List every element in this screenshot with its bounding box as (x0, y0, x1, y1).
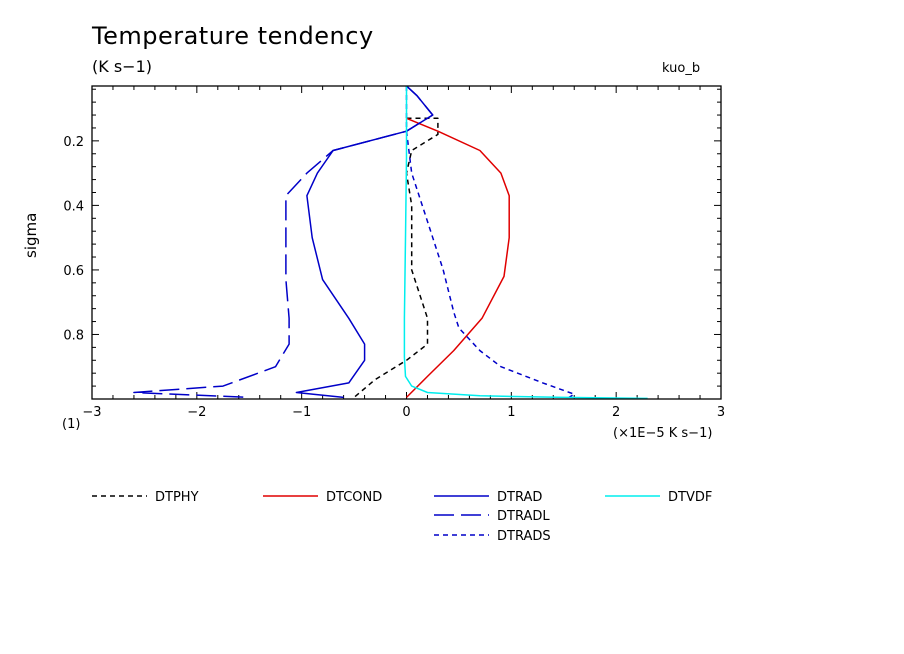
legend-label-dtcond: DTCOND (326, 490, 382, 505)
plot-frame (91, 85, 722, 400)
legend-label-dtrads: DTRADS (497, 529, 551, 544)
x-tick-label: 0 (402, 405, 410, 420)
x-tick-label: 1 (507, 405, 515, 420)
x-tick-label: −1 (292, 405, 311, 420)
series-line-dtvdf (403, 86, 648, 399)
experiment-tag: kuo_b (662, 61, 701, 76)
series-group (133, 86, 648, 399)
tick-labels: −3 −2 −1 0 1 2 3 0.2 0.4 0.6 0.8 (63, 135, 725, 420)
y-tick-label: 0.8 (63, 328, 84, 343)
legend: DTPHY DTCOND DTRAD DTRADL DTRADS DTVDF (92, 490, 712, 544)
legend-label-dtradl: DTRADL (497, 509, 550, 524)
y-tick-label: 0.6 (63, 264, 84, 279)
series-line-dtrad (295, 86, 434, 399)
x-tick-label: −3 (82, 405, 101, 420)
x-axis-unit-label: (×1E−5 K s−1) (613, 426, 713, 441)
x-tick-label: −2 (187, 405, 206, 420)
x-tick-label: 2 (612, 405, 620, 420)
legend-label-dtphy: DTPHY (155, 490, 199, 505)
series-line-dtrads (405, 86, 575, 399)
x-tick-label: 3 (717, 405, 725, 420)
series-line-dtphy (353, 117, 439, 398)
scale-label: (1) (62, 417, 81, 432)
chart-subtitle: (K s−1) (92, 57, 152, 76)
legend-label-dtrad: DTRAD (497, 490, 542, 505)
y-tick-label: 0.4 (63, 199, 84, 214)
y-tick-label: 0.2 (63, 135, 84, 150)
series-line-dtcond (405, 117, 510, 398)
chart-title: Temperature tendency (92, 22, 374, 50)
legend-label-dtvdf: DTVDF (668, 490, 712, 505)
series-line-dtradl (133, 86, 434, 399)
